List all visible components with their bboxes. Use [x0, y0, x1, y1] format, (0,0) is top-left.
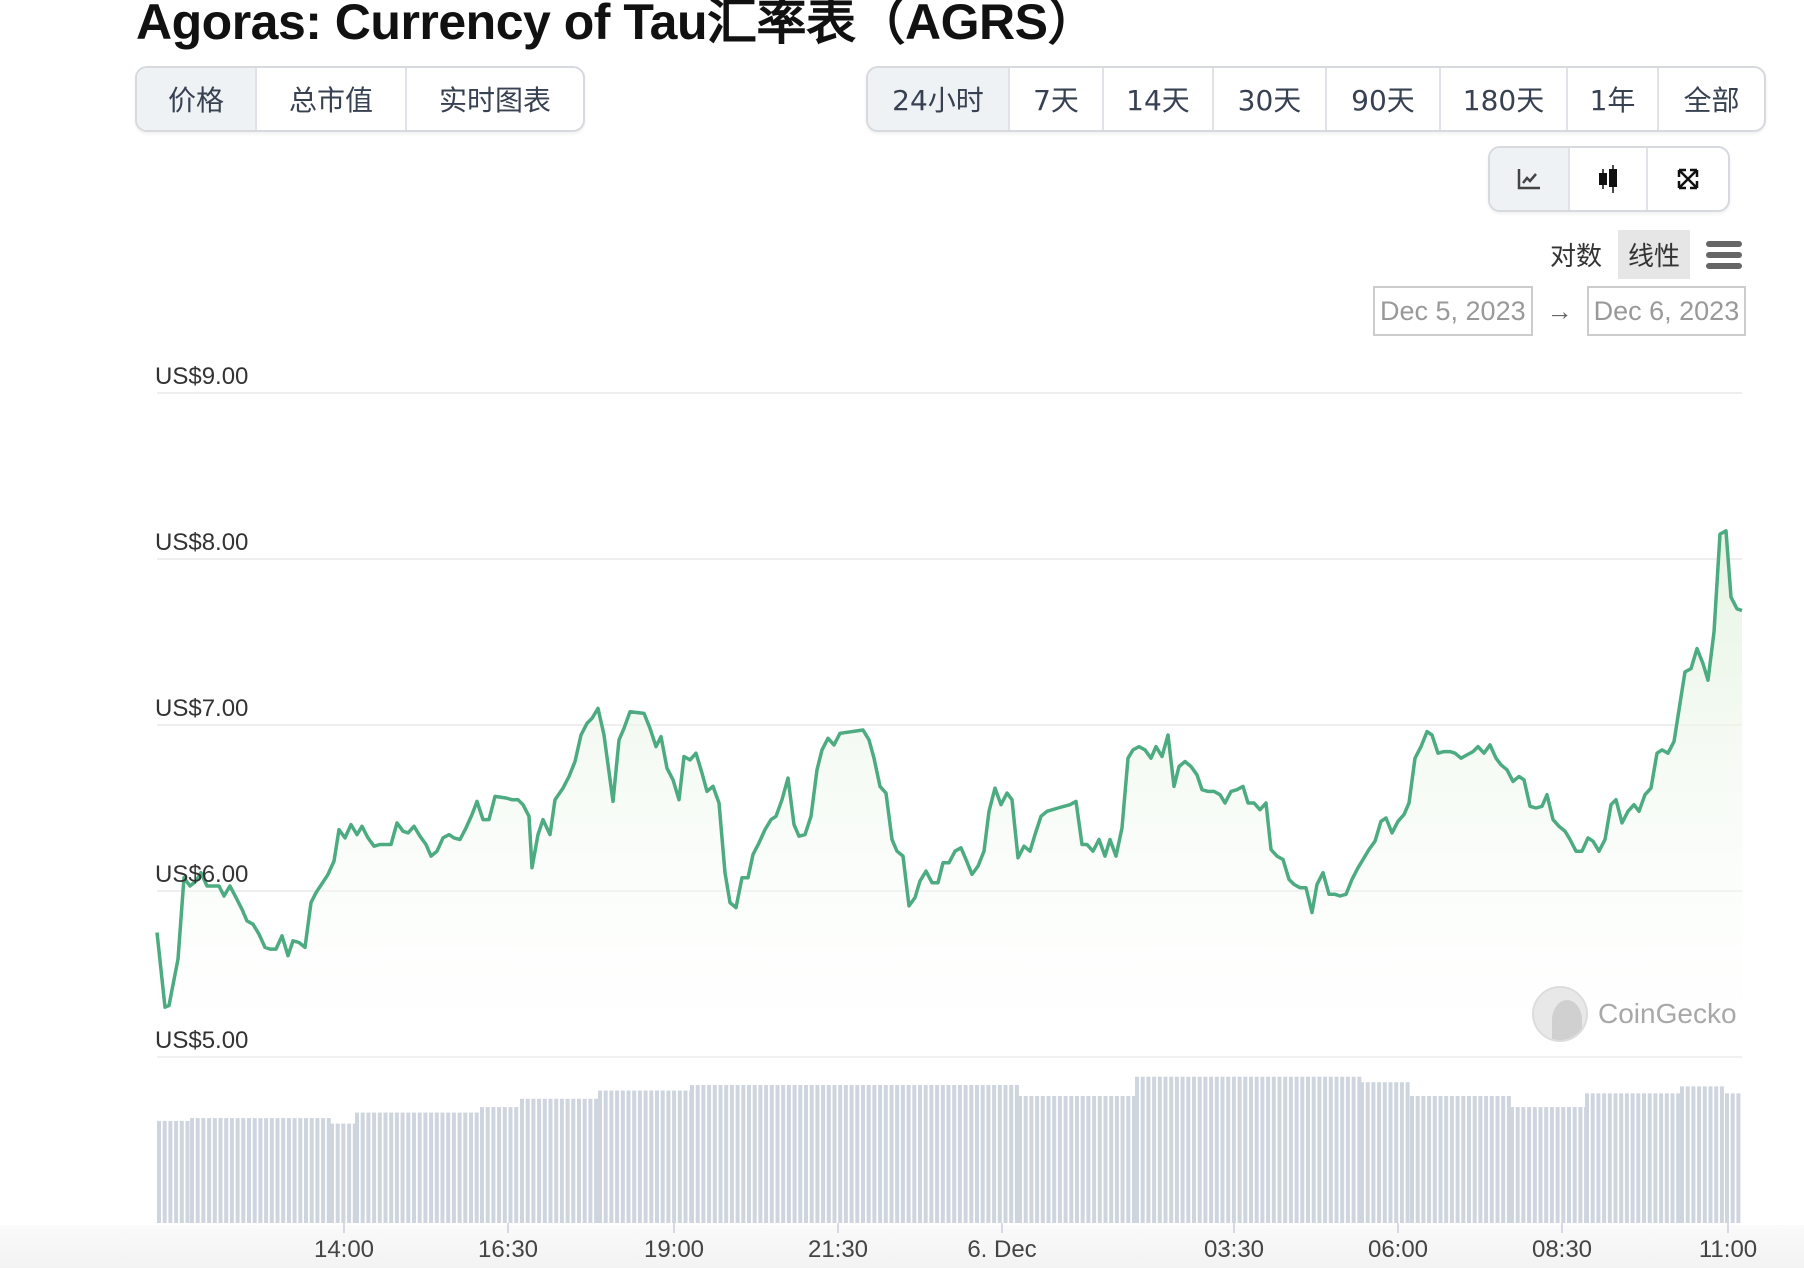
candlestick-button[interactable] — [1570, 148, 1648, 210]
tab-range-2[interactable]: 14天 — [1104, 68, 1214, 130]
y-tick-label: US$7.00 — [155, 695, 249, 722]
x-tick-label: 19:00 — [643, 1236, 705, 1263]
tab-view-2[interactable]: 实时图表 — [438, 84, 551, 117]
x-tick-label: 14:00 — [313, 1236, 375, 1263]
x-tick-label: 11:00 — [1698, 1236, 1758, 1263]
hamburger-menu-icon[interactable] — [1706, 240, 1743, 269]
tab-range-6[interactable]: 1年 — [1568, 68, 1659, 130]
price-area — [157, 530, 1742, 1060]
tab-range-0[interactable]: 24小时 — [868, 68, 1010, 130]
gecko-logo-icon — [1532, 986, 1588, 1042]
fullscreen-icon — [1677, 168, 1699, 190]
y-tick-label: US$9.00 — [155, 363, 249, 390]
y-tick-label: US$6.00 — [155, 861, 249, 888]
tab-range-1[interactable]: 7天 — [1010, 68, 1104, 130]
axis-background — [0, 1225, 1804, 1268]
tab-range-4[interactable]: 90天 — [1327, 68, 1441, 130]
candlestick-icon — [1599, 165, 1617, 193]
page-title: Agoras: Currency of Tau汇率表（AGRS） — [136, 0, 1097, 50]
x-tick-label: 08:30 — [1531, 1236, 1593, 1263]
x-tick-label: 16:30 — [477, 1236, 539, 1263]
tab-view-1[interactable]: 总市值 — [257, 68, 407, 130]
x-tick-label: 03:30 — [1203, 1236, 1265, 1263]
date-to-input[interactable]: Dec 6, 2023 — [1586, 286, 1747, 336]
x-tick-label: 06:00 — [1367, 1236, 1429, 1263]
fullscreen-button[interactable] — [1648, 148, 1728, 210]
chart-type-tools — [1488, 146, 1730, 212]
tab-range-3[interactable]: 30天 — [1214, 68, 1327, 130]
date-from-input[interactable]: Dec 5, 2023 — [1373, 286, 1533, 336]
tab-view-0[interactable]: 价格 — [137, 68, 257, 130]
range-tabs: 24小时 7天 14天 30天 90天 180天 1年 全部 — [866, 66, 1766, 132]
line-chart-icon — [1517, 169, 1540, 190]
y-tick-label: US$8.00 — [155, 529, 249, 556]
tab-range-5[interactable]: 180天 — [1441, 68, 1568, 130]
price-line — [155, 529, 1743, 1009]
line-chart-button[interactable] — [1490, 148, 1570, 210]
coingecko-watermark: CoinGecko — [1532, 986, 1737, 1042]
arrow-right-icon: → — [1546, 295, 1573, 326]
x-tick-label: 21:30 — [807, 1236, 869, 1263]
linear-scale-button[interactable]: 线性 — [1618, 230, 1691, 279]
view-tabs: 价格 总市值 实时图表 — [135, 66, 585, 132]
x-tick-label: 6. Dec — [967, 1236, 1037, 1263]
scale-toggle: 对数 线性 — [1540, 230, 1743, 279]
log-scale-button[interactable]: 对数 — [1550, 242, 1603, 272]
y-tick-label: US$5.00 — [155, 1027, 249, 1054]
tab-range-7[interactable]: 全部 — [1683, 84, 1740, 117]
watermark-text: CoinGecko — [1598, 998, 1737, 1029]
date-range: Dec 5, 2023 → Dec 6, 2023 — [1373, 286, 1747, 336]
